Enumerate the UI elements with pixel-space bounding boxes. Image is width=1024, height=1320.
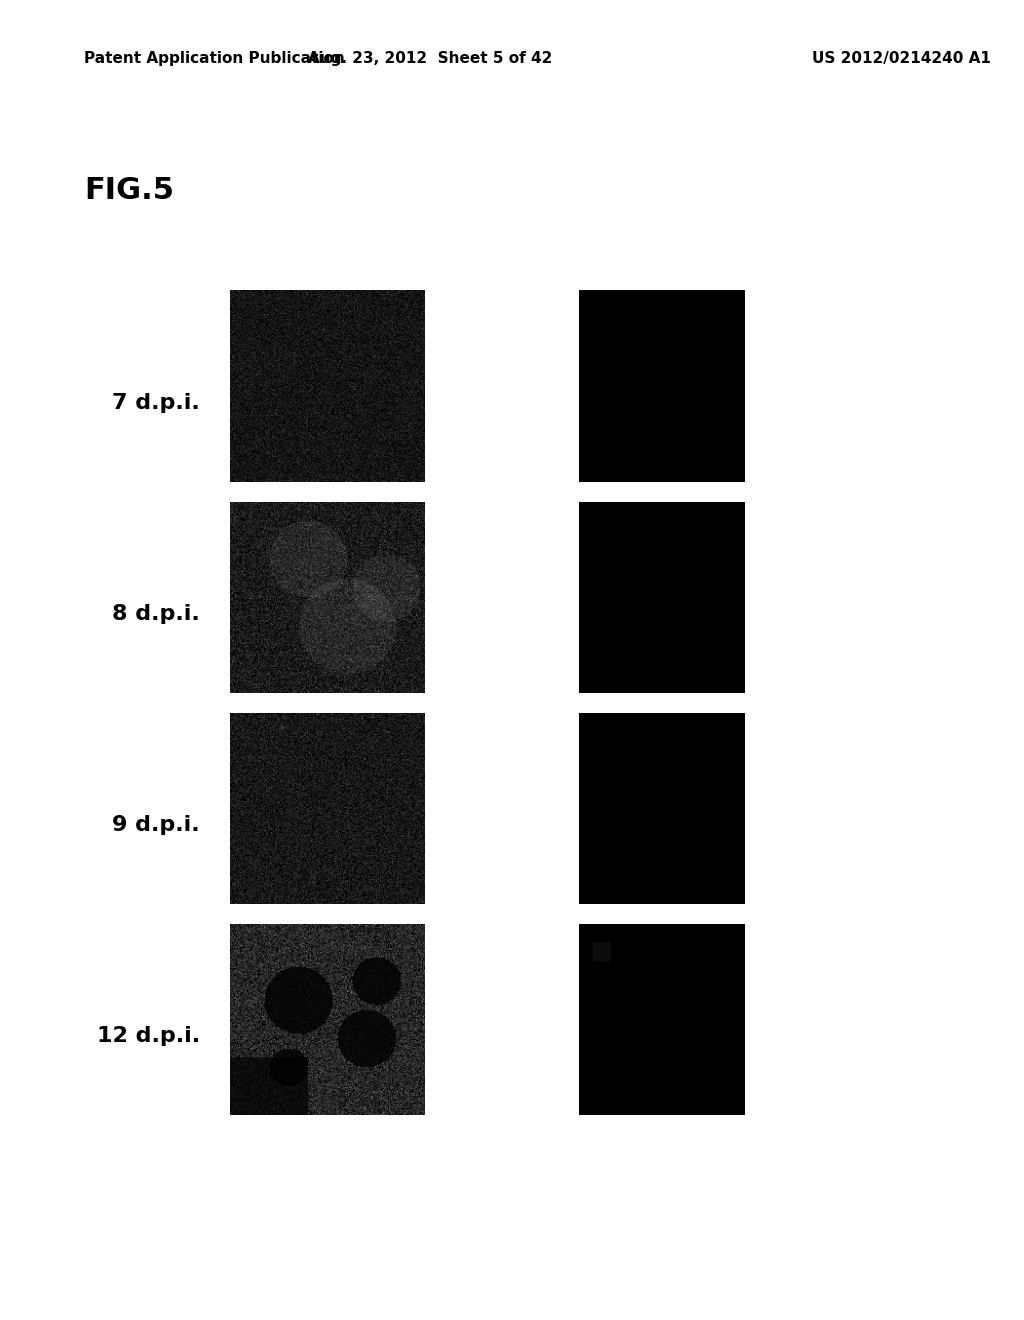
Text: Aug. 23, 2012  Sheet 5 of 42: Aug. 23, 2012 Sheet 5 of 42: [308, 50, 552, 66]
Text: 8 d.p.i.: 8 d.p.i.: [112, 603, 200, 624]
Text: Patent Application Publication: Patent Application Publication: [84, 50, 345, 66]
Text: US 2012/0214240 A1: US 2012/0214240 A1: [812, 50, 990, 66]
Text: 7 d.p.i.: 7 d.p.i.: [112, 392, 200, 413]
Text: 12 d.p.i.: 12 d.p.i.: [96, 1026, 200, 1047]
Text: 9 d.p.i.: 9 d.p.i.: [112, 814, 200, 836]
Text: FIG.5: FIG.5: [84, 176, 174, 205]
